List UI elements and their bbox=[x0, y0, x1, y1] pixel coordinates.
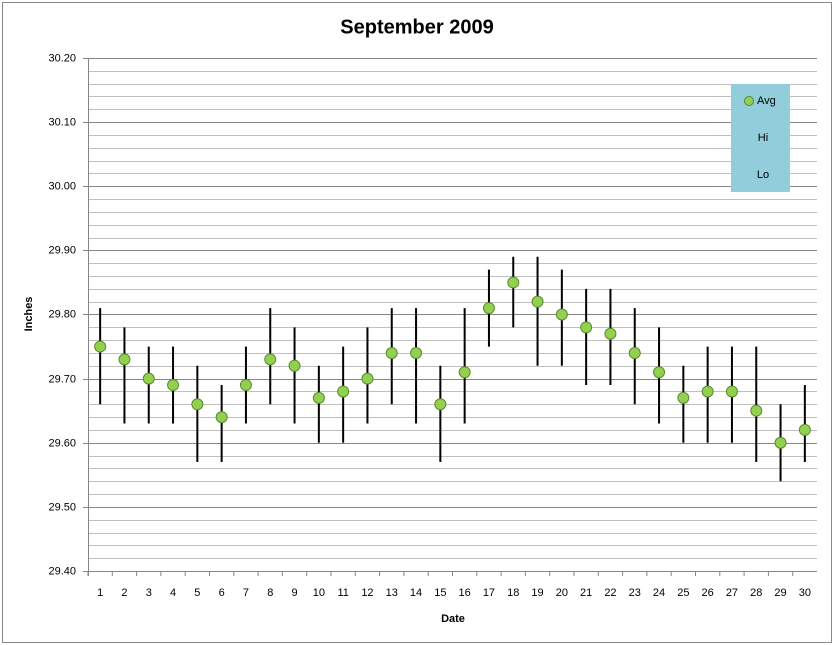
y-tick-label: 29.90 bbox=[48, 244, 76, 256]
y-axis-label: Inches bbox=[23, 297, 35, 332]
avg-marker bbox=[337, 385, 350, 398]
avg-marker bbox=[725, 385, 738, 398]
y-tick-label: 29.40 bbox=[48, 565, 76, 577]
legend-box bbox=[731, 84, 790, 192]
x-tick-label: 7 bbox=[243, 587, 249, 599]
avg-marker bbox=[410, 346, 423, 359]
x-tick-label: 16 bbox=[459, 587, 471, 599]
y-tick-label: 29.60 bbox=[48, 437, 76, 449]
avg-marker bbox=[361, 372, 374, 385]
x-tick-label: 8 bbox=[267, 587, 273, 599]
avg-marker bbox=[798, 423, 811, 436]
avg-marker bbox=[94, 340, 107, 353]
avg-marker bbox=[385, 346, 398, 359]
x-axis-label: Date bbox=[441, 613, 465, 625]
x-tick-label: 30 bbox=[799, 587, 811, 599]
x-tick-label: 5 bbox=[194, 587, 200, 599]
x-tick-label: 20 bbox=[556, 587, 568, 599]
legend-label: Lo bbox=[757, 169, 769, 181]
avg-marker bbox=[458, 366, 471, 379]
y-tick-label: 30.10 bbox=[48, 116, 76, 128]
avg-marker bbox=[434, 398, 447, 411]
x-tick-label: 15 bbox=[434, 587, 446, 599]
y-tick-label: 30.20 bbox=[48, 52, 76, 64]
avg-marker bbox=[288, 359, 301, 372]
avg-marker bbox=[531, 295, 544, 308]
x-tick-label: 29 bbox=[774, 587, 786, 599]
avg-marker bbox=[555, 308, 568, 321]
avg-marker bbox=[264, 353, 277, 366]
x-tick-label: 25 bbox=[677, 587, 689, 599]
avg-marker bbox=[142, 372, 155, 385]
x-tick-label: 17 bbox=[483, 587, 495, 599]
x-tick-label: 12 bbox=[361, 587, 373, 599]
avg-marker bbox=[239, 379, 252, 392]
x-tick-label: 10 bbox=[313, 587, 325, 599]
avg-marker bbox=[482, 302, 495, 315]
x-tick-label: 24 bbox=[653, 587, 665, 599]
x-tick-label: 19 bbox=[531, 587, 543, 599]
x-tick-label: 9 bbox=[291, 587, 297, 599]
avg-marker bbox=[628, 346, 641, 359]
x-tick-label: 26 bbox=[702, 587, 714, 599]
avg-marker bbox=[507, 276, 520, 289]
avg-marker bbox=[653, 366, 666, 379]
y-tick-label: 29.80 bbox=[48, 308, 76, 320]
legend-label: Hi bbox=[758, 132, 768, 144]
x-tick-label: 4 bbox=[170, 587, 176, 599]
x-tick-label: 11 bbox=[337, 587, 348, 599]
x-tick-label: 28 bbox=[750, 587, 762, 599]
avg-marker bbox=[701, 385, 714, 398]
x-tick-label: 14 bbox=[410, 587, 422, 599]
legend-marker bbox=[744, 96, 754, 106]
avg-marker bbox=[215, 411, 228, 424]
avg-marker bbox=[312, 391, 325, 404]
x-tick-label: 13 bbox=[386, 587, 398, 599]
x-tick-label: 23 bbox=[629, 587, 641, 599]
avg-marker bbox=[191, 398, 204, 411]
avg-marker bbox=[580, 321, 593, 334]
x-tick-label: 2 bbox=[121, 587, 127, 599]
legend-label: Avg bbox=[757, 95, 776, 107]
avg-marker bbox=[774, 436, 787, 449]
x-tick-label: 1 bbox=[97, 587, 103, 599]
y-tick-label: 30.00 bbox=[48, 180, 76, 192]
avg-marker bbox=[750, 404, 763, 417]
y-tick-label: 29.50 bbox=[48, 501, 76, 513]
x-tick-label: 3 bbox=[146, 587, 152, 599]
x-tick-label: 22 bbox=[604, 587, 616, 599]
avg-marker bbox=[118, 353, 131, 366]
y-tick-label: 29.70 bbox=[48, 373, 76, 385]
avg-marker bbox=[604, 327, 617, 340]
x-tick-label: 21 bbox=[580, 587, 592, 599]
avg-marker bbox=[167, 379, 180, 392]
chart-title: September 2009 bbox=[340, 16, 493, 38]
avg-marker bbox=[677, 391, 690, 404]
x-tick-label: 18 bbox=[507, 587, 519, 599]
x-tick-label: 27 bbox=[726, 587, 738, 599]
x-tick-label: 6 bbox=[219, 587, 225, 599]
